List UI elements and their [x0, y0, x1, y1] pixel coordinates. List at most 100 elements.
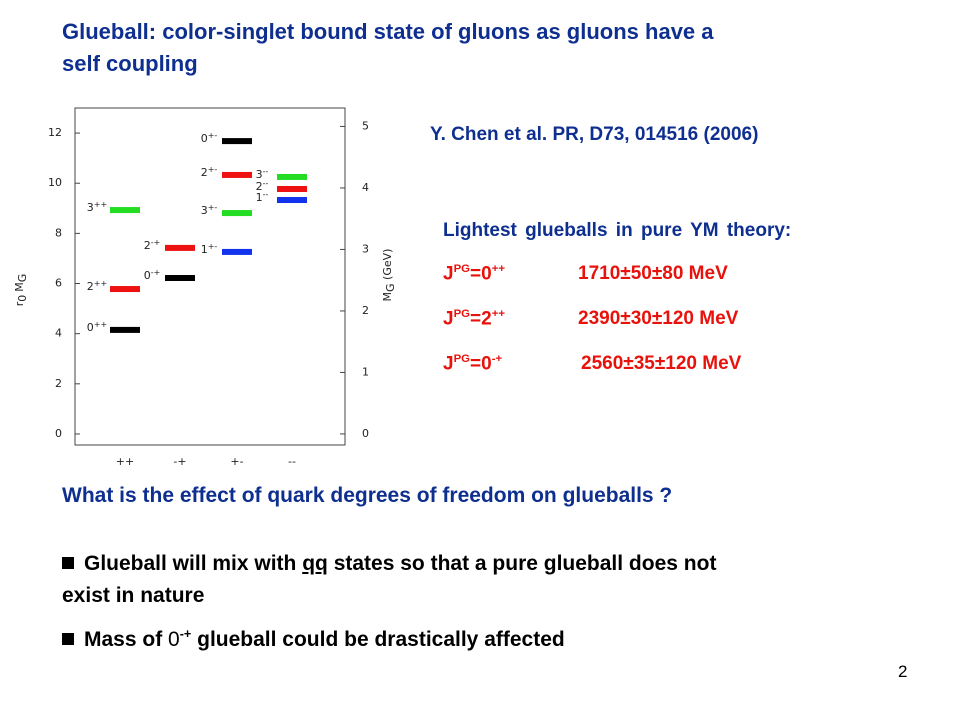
text: 0 — [144, 269, 151, 282]
x-tick-label: -- — [288, 455, 296, 468]
text: exist in nature — [62, 584, 205, 607]
level-bar — [110, 286, 140, 293]
heading: Lightest glueballs in pure YM theory: — [443, 220, 792, 241]
text: 0 — [16, 295, 29, 302]
text: M — [13, 282, 26, 292]
text: 1 — [201, 243, 208, 256]
level-bar — [110, 207, 140, 214]
text: ++ — [94, 319, 107, 328]
level-label: 3+- — [201, 203, 218, 218]
level-label: 0-+ — [144, 268, 161, 283]
y2-tick-label: 5 — [362, 119, 369, 132]
level-bar — [222, 210, 252, 217]
y2-tick-label: 3 — [362, 242, 369, 255]
level-label: 0+- — [201, 131, 218, 146]
y-tick-label: 2 — [55, 377, 62, 390]
text: ++ — [491, 308, 506, 320]
level-label: 2-+ — [144, 237, 161, 252]
level-label: 3++ — [87, 200, 107, 215]
text: ++ — [491, 263, 506, 275]
level-bar — [277, 185, 307, 192]
y2-tick-label: 4 — [362, 181, 369, 194]
text: Glueball will mix with — [84, 552, 303, 575]
y2-tick-label: 1 — [362, 365, 369, 378]
bullet: Mass of 0-+ glueball could be drasticall… — [62, 627, 565, 652]
plot-frame — [74, 107, 346, 446]
y2-axis-label: MG (GeV) — [381, 249, 397, 302]
text: =2 — [470, 308, 492, 330]
reference: Y. Chen et al. PR, D73, 014516 (2006) — [430, 124, 759, 145]
level-label: 2+- — [201, 164, 218, 179]
glueball-row: JPG=2++ 2390±30±120 MeV — [443, 308, 738, 330]
text: G — [384, 283, 397, 292]
title-line: Glueball: color-singlet bound state of g… — [62, 19, 714, 44]
text: 2 — [256, 180, 263, 193]
y-tick-label: 6 — [55, 277, 62, 290]
text: 0 — [87, 321, 94, 334]
title: Glueball: color-singlet bound state of g… — [62, 16, 714, 80]
bullet: Glueball will mix with qq states so that… — [62, 548, 716, 612]
level-bar — [165, 275, 195, 282]
text: =0 — [470, 353, 492, 375]
text: 1 — [256, 191, 263, 204]
y2-tick-label: 0 — [362, 427, 369, 440]
question: What is the effect of quark degrees of f… — [62, 484, 673, 507]
glueball-row: JPG=0-+ 2560±35±120 MeV — [443, 353, 741, 375]
y-tick-label: 4 — [55, 327, 62, 340]
y2-tick-label: 2 — [362, 304, 369, 317]
glueball-row: JPG=0++ 1710±50±80 MeV — [443, 263, 728, 285]
x-tick-label: ++ — [116, 455, 134, 468]
level-bar — [165, 244, 195, 251]
text: -- — [263, 178, 269, 187]
text: 0 — [201, 132, 208, 145]
text: +- — [208, 241, 218, 250]
text: ++ — [94, 200, 107, 209]
text: G — [16, 274, 29, 283]
text: 3 — [201, 204, 208, 217]
mass: 2560±35±120 MeV — [581, 353, 742, 374]
level-bar — [222, 138, 252, 145]
text: states so that a pure glueball does not — [327, 552, 717, 575]
page-number: 2 — [898, 662, 908, 681]
text: J — [443, 263, 454, 285]
text: +- — [208, 131, 218, 140]
level-label: 2-- — [256, 178, 269, 193]
title-line: self coupling — [62, 51, 198, 76]
text: J — [443, 308, 454, 330]
text: 2 — [201, 166, 208, 179]
text: 2 — [87, 280, 94, 293]
text: =0 — [470, 263, 492, 285]
text: Mass of — [84, 628, 169, 651]
text: glueball could be drastically affected — [191, 628, 565, 651]
text: (GeV) — [381, 249, 394, 284]
level-bar — [222, 248, 252, 255]
text: PG — [453, 263, 471, 275]
text: PG — [453, 308, 471, 320]
level-label: 0++ — [87, 319, 107, 334]
text: -- — [263, 190, 269, 199]
text: M — [381, 292, 394, 302]
text: -+ — [179, 627, 192, 641]
text: +- — [208, 203, 218, 212]
mass: 2390±30±120 MeV — [578, 308, 739, 329]
text: 2 — [144, 239, 151, 252]
x-tick-label: -+ — [173, 455, 186, 468]
text: -- — [263, 166, 269, 175]
mass: 1710±50±80 MeV — [578, 263, 728, 284]
level-bar — [277, 197, 307, 204]
level-label: 1-- — [256, 190, 269, 205]
text: 3 — [256, 168, 263, 181]
text: -+ — [151, 237, 161, 246]
y-axis-label: r0 MG — [13, 274, 29, 307]
y-tick-label: 10 — [48, 176, 62, 189]
text: ++ — [94, 279, 107, 288]
y-tick-label: 12 — [48, 126, 62, 139]
text: 0 — [168, 628, 180, 651]
level-label: 1+- — [201, 241, 218, 256]
text: -+ — [491, 353, 503, 365]
level-label: 3-- — [256, 166, 269, 181]
text: r — [13, 301, 26, 306]
text: -+ — [151, 268, 161, 277]
